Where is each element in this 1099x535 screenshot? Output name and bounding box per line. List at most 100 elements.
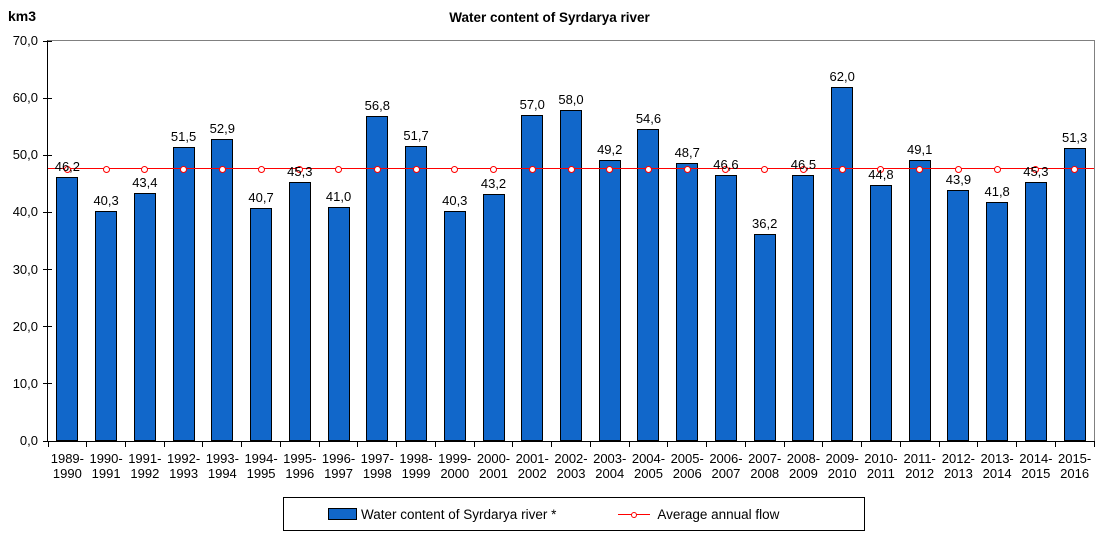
- x-axis-category-label: 2006- 2007: [707, 451, 746, 481]
- bar-value-label: 40,3: [442, 193, 468, 208]
- x-axis-category-label: 1992- 1993: [164, 451, 203, 481]
- x-axis-category-label: 2001- 2002: [513, 451, 552, 481]
- bar-2007-2008: [753, 234, 776, 441]
- legend-item-bars: Water content of Syrdarya river *: [328, 507, 556, 522]
- x-axis-label-line1: 1991-: [128, 451, 162, 466]
- x-axis-category-label: 2011- 2012: [900, 451, 939, 481]
- x-axis-tick: [434, 441, 436, 447]
- x-axis-tick: [1093, 441, 1095, 447]
- x-axis-label-line2: 1999: [401, 466, 431, 481]
- bar-2003-2004: [598, 160, 621, 441]
- bar-value-label: 40,3: [93, 193, 119, 208]
- x-axis-tick: [822, 441, 824, 447]
- x-axis-category-label: 1993- 1994: [203, 451, 242, 481]
- x-axis-label-line1: 2009-: [825, 451, 859, 466]
- x-axis-tick: [318, 441, 320, 447]
- line-marker-icon: [257, 165, 265, 173]
- x-axis-label-line1: 2010-: [864, 451, 898, 466]
- x-axis-category-label: 1995- 1996: [280, 451, 319, 481]
- bar-2008-2009: [792, 175, 815, 441]
- x-axis-label-line2: 1998: [362, 466, 392, 481]
- x-axis-label-line1: 1995-: [283, 451, 317, 466]
- x-axis-category-label: 1989- 1990: [48, 451, 87, 481]
- x-axis-label-line1: 2007-: [748, 451, 782, 466]
- bar-value-label: 51,7: [403, 128, 429, 143]
- x-axis-tick: [202, 441, 204, 447]
- x-axis-category-label: 2005- 2006: [668, 451, 707, 481]
- bar-1995-1996: [288, 182, 311, 441]
- bar-value-label: 62,0: [829, 69, 855, 84]
- legend-circle-marker-icon: [631, 511, 638, 518]
- bar-value-label: 43,9: [945, 172, 972, 187]
- y-axis-tick: [43, 97, 52, 99]
- x-axis-category-label: 2013- 2014: [978, 451, 1017, 481]
- legend-bar-swatch: [328, 508, 357, 520]
- x-axis-label-line2: 1993: [169, 466, 199, 481]
- bar-value-label: 41,0: [325, 189, 352, 204]
- bar-value-label: 46,2: [54, 159, 81, 174]
- x-axis-tick: [589, 441, 591, 447]
- bar-value-label: 49,1: [907, 142, 933, 157]
- line-marker-icon: [1032, 165, 1040, 173]
- x-axis-label-line1: 1993-: [205, 451, 239, 466]
- bar-1991-1992: [133, 193, 156, 441]
- x-axis-tick: [783, 441, 785, 447]
- legend-bar-label: Water content of Syrdarya river *: [361, 506, 557, 522]
- x-axis-category-label: 2010- 2011: [862, 451, 901, 481]
- x-axis-tick: [628, 441, 630, 447]
- bar-2010-2011: [869, 185, 892, 441]
- y-axis-tick: [43, 154, 52, 156]
- x-axis-label-line2: 2012: [905, 466, 935, 481]
- x-axis-label-line2: 2016: [1060, 466, 1090, 481]
- x-axis-label-line2: 1990: [52, 466, 82, 481]
- x-axis-category-label: 2008- 2009: [784, 451, 823, 481]
- x-axis-tick: [1016, 441, 1018, 447]
- y-axis-tick-label: 30,0: [12, 261, 38, 277]
- x-axis-label-line2: 2003: [556, 466, 586, 481]
- x-axis-label-line2: 1991: [91, 466, 121, 481]
- bar-2005-2006: [676, 163, 699, 441]
- x-axis-category-label: 2015- 2016: [1055, 451, 1094, 481]
- line-marker-icon: [102, 165, 110, 173]
- legend: Water content of Syrdarya river * Averag…: [283, 497, 865, 531]
- line-marker-icon: [644, 165, 652, 173]
- x-axis-label-line2: 2014: [982, 466, 1012, 481]
- x-axis-label-line2: 2010: [827, 466, 857, 481]
- line-marker-icon: [838, 165, 846, 173]
- x-axis-tick: [163, 441, 165, 447]
- legend-line-label: Average annual flow: [657, 506, 780, 522]
- x-axis-label-line2: 2015: [1021, 466, 1051, 481]
- x-axis-label-line2: 2005: [634, 466, 663, 481]
- bar-value-label: 45,3: [1023, 164, 1049, 179]
- bar-value-label: 44,8: [868, 167, 894, 182]
- line-marker-icon: [761, 165, 769, 173]
- x-axis-category-label: 2003- 2004: [590, 451, 629, 481]
- y-axis-tick: [43, 326, 52, 328]
- line-marker-icon: [63, 165, 71, 173]
- bar-2011-2012: [908, 160, 931, 441]
- x-axis-category-label: 1997- 1998: [358, 451, 397, 481]
- y-axis-tick-label: 0,0: [19, 433, 38, 448]
- x-axis-label-line1: 2008-: [786, 451, 821, 466]
- x-axis-tick: [706, 441, 708, 447]
- bar-value-label: 52,9: [209, 121, 235, 136]
- x-axis-tick: [1054, 441, 1056, 447]
- x-axis-label-line2: 1992: [130, 466, 160, 481]
- bar-value-label: 46,5: [790, 157, 817, 172]
- bar-value-label: 46,6: [713, 157, 739, 172]
- x-axis-label-line1: 2014-: [1019, 451, 1053, 466]
- y-axis-tick-label: 70,0: [12, 33, 38, 48]
- x-axis-label-line2: 2000: [440, 466, 470, 481]
- x-axis-label-line2: 1995: [246, 466, 276, 481]
- bar-1997-1998: [366, 116, 389, 441]
- x-axis-label-line2: 2002: [517, 466, 547, 481]
- x-axis-label-line2: 1996: [285, 466, 315, 481]
- y-axis-tick: [43, 269, 52, 271]
- x-axis-label-line1: 2003-: [593, 451, 627, 466]
- y-axis-tick-label: 40,0: [12, 204, 38, 220]
- bar-2013-2014: [986, 202, 1009, 441]
- line-marker-icon: [683, 165, 691, 173]
- bar-2002-2003: [560, 110, 582, 441]
- x-axis-tick: [977, 441, 979, 447]
- bar-value-label: 54,6: [635, 111, 662, 126]
